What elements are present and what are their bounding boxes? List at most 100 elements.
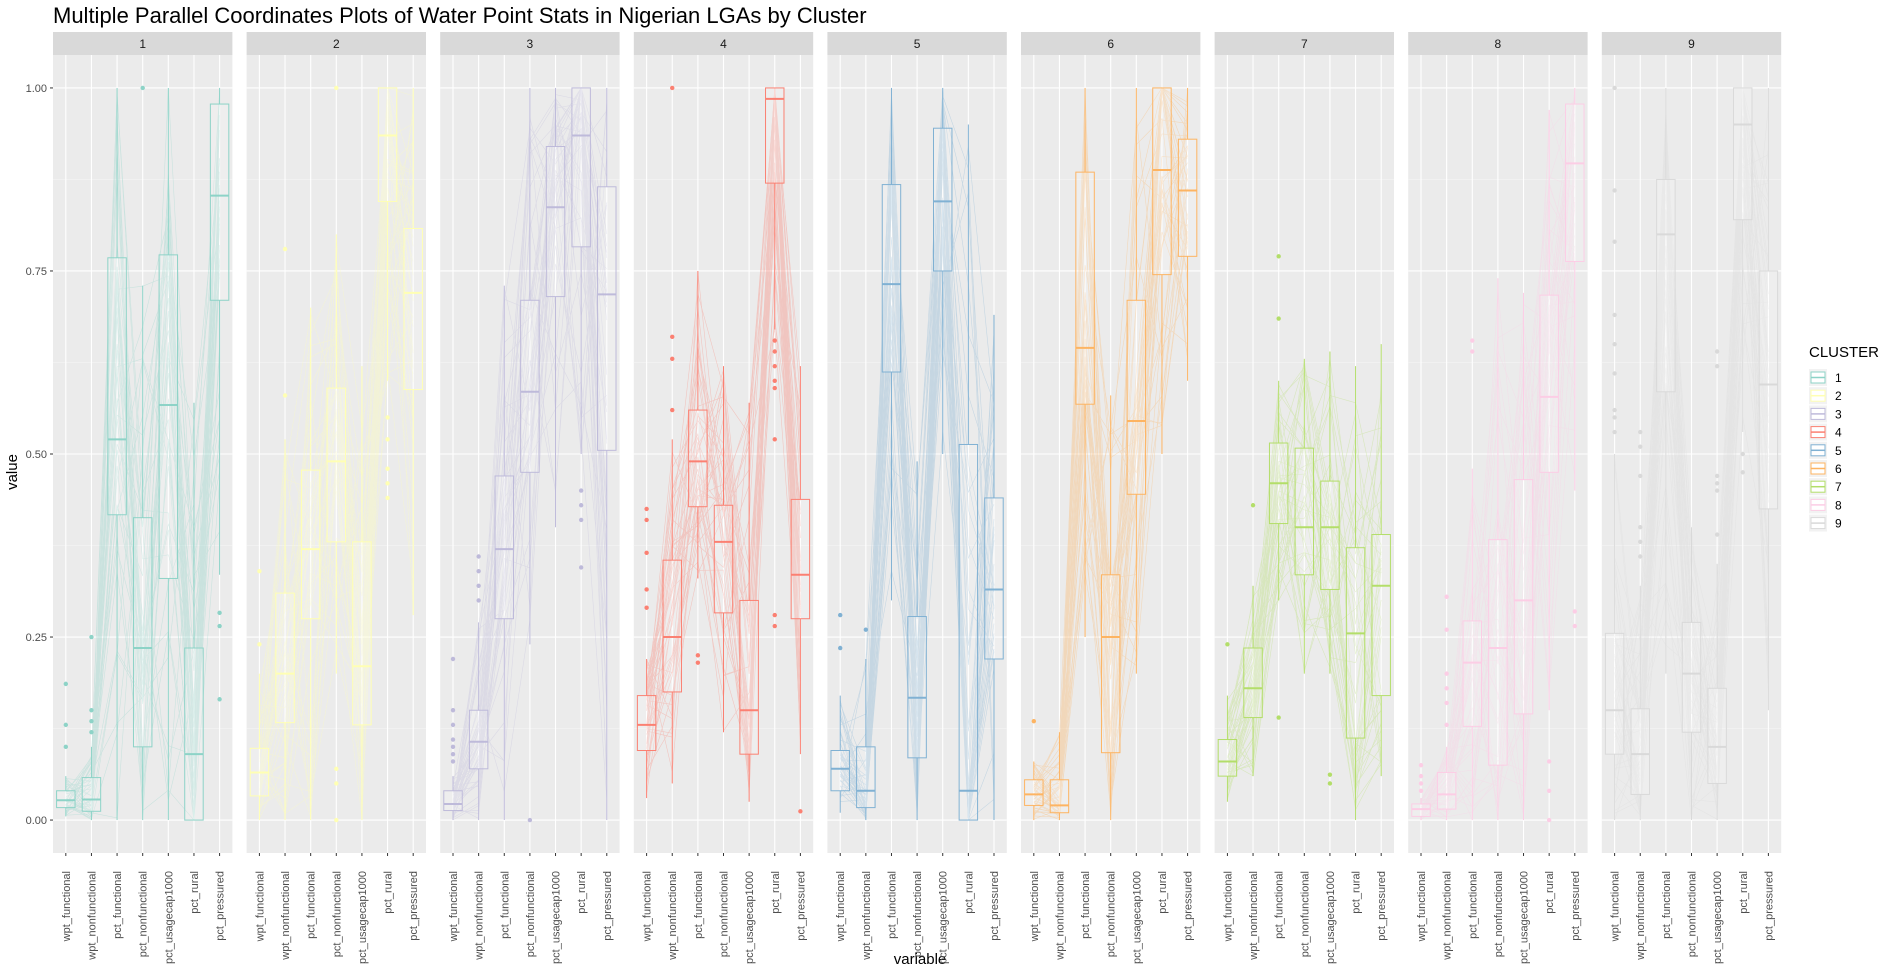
legend-label: 7 bbox=[1835, 480, 1842, 494]
boxplot-pct_functional bbox=[1656, 87, 1676, 674]
x-tick-label: pct_pressured bbox=[1763, 871, 1775, 941]
outlier-point bbox=[670, 407, 675, 413]
outlier-point bbox=[1444, 594, 1449, 599]
outlier-point bbox=[1638, 554, 1643, 559]
parallel-line bbox=[65, 96, 220, 807]
x-tick-label: pct_rural bbox=[963, 871, 975, 914]
boxplot-pct_pressured bbox=[1371, 344, 1391, 777]
outlier-point bbox=[772, 612, 777, 618]
box bbox=[1177, 138, 1198, 257]
outlier-point bbox=[334, 817, 339, 823]
x-tick-label: wpt_nonfunctional bbox=[1635, 871, 1647, 961]
outlier-point bbox=[1714, 488, 1720, 493]
facet-strip-label: 3 bbox=[527, 37, 534, 51]
box bbox=[1565, 103, 1585, 262]
outlier-point bbox=[1612, 239, 1617, 244]
x-tick-label: wpt_functional bbox=[1029, 871, 1041, 942]
outlier-point bbox=[476, 598, 481, 603]
x-tick-label: wpt_nonfunctional bbox=[1442, 871, 1454, 961]
boxplot-pct_usagecap1000 bbox=[1513, 292, 1534, 821]
boxplot-wpt_functional bbox=[56, 681, 76, 817]
outlier-point bbox=[450, 744, 456, 750]
x-tick-label: pct_rural bbox=[576, 871, 588, 914]
box bbox=[1075, 171, 1095, 405]
x-tick-label: pct_pressured bbox=[989, 871, 1001, 941]
box bbox=[830, 750, 850, 792]
boxplot-pct_nonfunctional bbox=[520, 87, 540, 823]
x-tick-label: pct_functional bbox=[499, 871, 511, 939]
box bbox=[1100, 574, 1121, 754]
x-tick-label: pct_usagecap1000 bbox=[1131, 871, 1143, 964]
parallel-line bbox=[1420, 122, 1576, 819]
box bbox=[636, 695, 657, 752]
outlier-point bbox=[282, 246, 288, 252]
boxplot-pct_usagecap1000 bbox=[1320, 351, 1340, 786]
box bbox=[1024, 779, 1044, 806]
parallel-line bbox=[65, 171, 220, 814]
x-tick-label: pct_nonfunctional bbox=[1687, 871, 1699, 957]
box bbox=[1436, 771, 1457, 810]
legend-item-7: 7 bbox=[1809, 478, 1842, 496]
boxplot-pct_functional bbox=[1268, 254, 1289, 720]
outlier-point bbox=[1418, 773, 1424, 779]
outlier-point bbox=[578, 517, 584, 523]
box bbox=[933, 127, 953, 272]
boxplot-pct_usagecap1000 bbox=[1707, 349, 1727, 821]
x-tick-label: pct_nonfunctional bbox=[912, 871, 924, 957]
boxplot-pct_pressured bbox=[209, 87, 230, 702]
outlier-point bbox=[63, 744, 69, 750]
x-tick-label: pct_usagecap1000 bbox=[357, 871, 369, 964]
boxplot-wpt_nonfunctional bbox=[662, 85, 682, 784]
boxplot-wpt_nonfunctional bbox=[1630, 429, 1650, 821]
outlier-point bbox=[644, 550, 649, 556]
box bbox=[765, 87, 785, 184]
outlier-point bbox=[476, 554, 481, 559]
facet-panel-3: 3 wpt_functional wpt_nonfunctional pct_func… bbox=[440, 32, 620, 964]
outlier-point bbox=[644, 605, 649, 610]
legend-label: 5 bbox=[1835, 444, 1842, 458]
outlier-point bbox=[1444, 671, 1449, 676]
outlier-point bbox=[772, 349, 777, 354]
facet-panel-6: 6 wpt_functional wpt_nonfunctional pct_func… bbox=[1021, 32, 1201, 964]
boxplot-pct_pressured bbox=[790, 366, 811, 814]
outlier-point bbox=[1276, 254, 1281, 259]
outlier-point bbox=[1327, 781, 1333, 786]
boxplot-pct_pressured bbox=[403, 87, 423, 616]
outlier-point bbox=[1612, 415, 1617, 420]
parallel-line bbox=[65, 228, 220, 795]
parallel-line bbox=[1227, 460, 1382, 748]
box bbox=[856, 746, 876, 809]
x-tick-label: pct_functional bbox=[886, 871, 898, 939]
parallel-line bbox=[1614, 93, 1769, 743]
box bbox=[688, 409, 708, 508]
boxplot-wpt_nonfunctional bbox=[1436, 594, 1457, 821]
boxplot-wpt_nonfunctional bbox=[1049, 732, 1070, 821]
x-tick-label: pct_usagecap1000 bbox=[744, 871, 756, 964]
facet-strip-label: 7 bbox=[1301, 37, 1308, 51]
outlier-point bbox=[1638, 444, 1643, 449]
outlier-point bbox=[1638, 539, 1643, 545]
outlier-point bbox=[334, 781, 339, 786]
x-tick-label: pct_usagecap1000 bbox=[1325, 871, 1337, 964]
boxplot-pct_rural bbox=[1733, 87, 1753, 475]
outlier-point bbox=[772, 378, 777, 383]
outlier-point bbox=[670, 85, 675, 91]
outlier-point bbox=[282, 393, 288, 398]
facet-strip-label: 6 bbox=[1107, 37, 1114, 51]
facet-strip bbox=[1601, 32, 1782, 55]
parallel-line bbox=[839, 91, 995, 804]
outlier-point bbox=[1327, 772, 1333, 777]
facet-strip bbox=[1021, 32, 1201, 55]
box bbox=[81, 777, 102, 812]
outlier-point bbox=[89, 730, 94, 735]
x-tick-label: wpt_nonfunctional bbox=[1054, 871, 1066, 961]
outlier-point bbox=[334, 85, 339, 91]
outlier-point bbox=[527, 817, 533, 823]
box bbox=[107, 257, 127, 516]
y-tick-label: 0.00 bbox=[26, 815, 47, 827]
outlier-point bbox=[1444, 700, 1449, 706]
x-tick-label: pct_rural bbox=[1544, 871, 1556, 914]
boxplot-pct_nonfunctional bbox=[132, 85, 153, 821]
x-tick-label: pct_rural bbox=[1351, 871, 1363, 914]
boxplot-pct_functional bbox=[300, 307, 321, 821]
